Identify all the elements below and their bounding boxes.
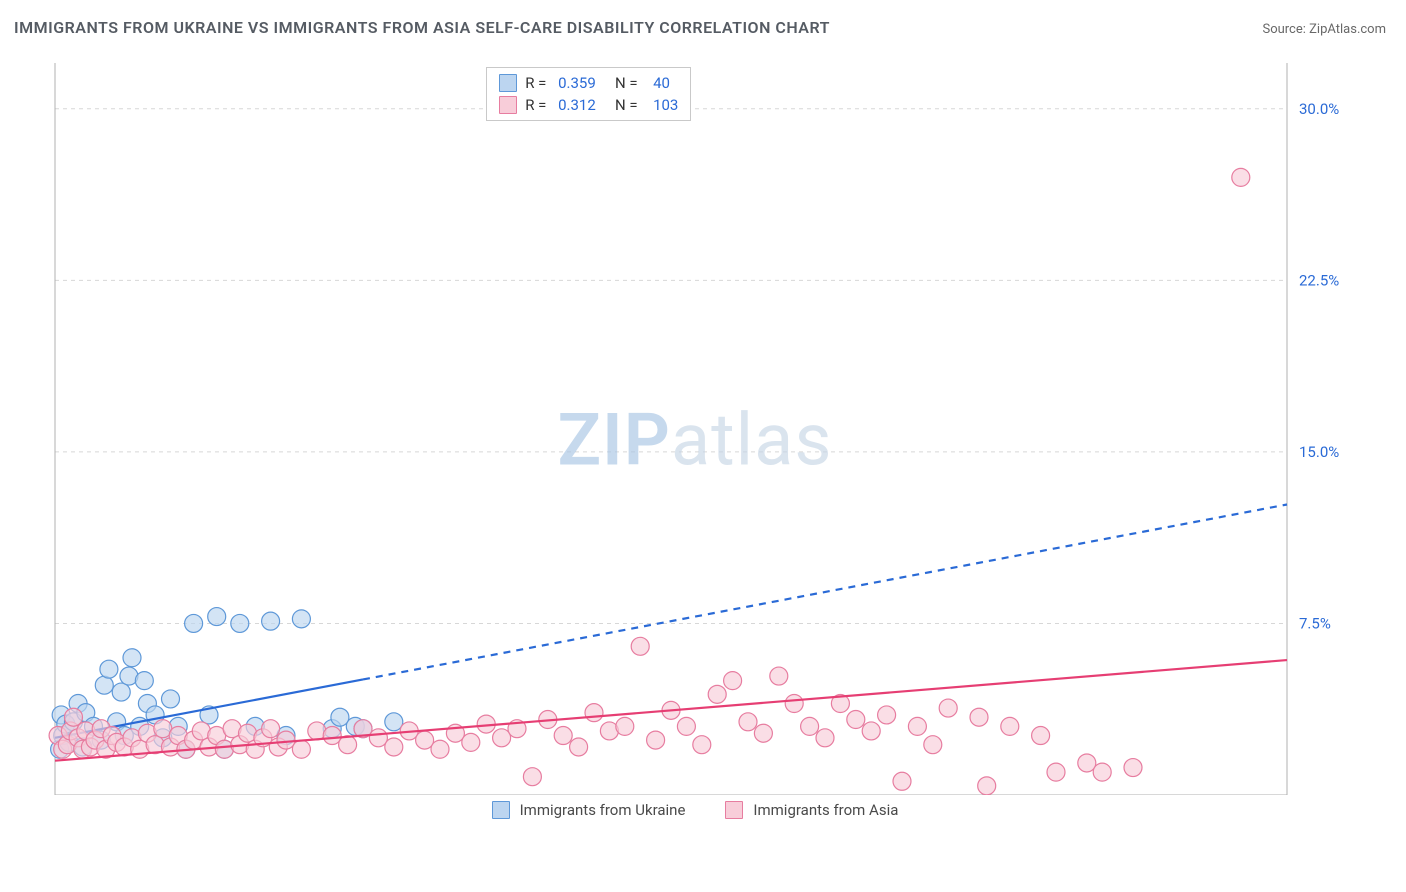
source-attribution: Source: ZipAtlas.com [1262, 22, 1386, 37]
data-point [924, 736, 942, 754]
data-point [739, 713, 757, 731]
data-point [208, 608, 226, 626]
data-point [292, 610, 310, 628]
data-point [262, 612, 280, 630]
data-point [1032, 727, 1050, 745]
stats-legend-row: R = 0.359 N = 40 [487, 72, 690, 94]
data-point [1232, 168, 1250, 186]
data-point [431, 740, 449, 758]
data-point [770, 667, 788, 685]
data-point [1047, 763, 1065, 781]
data-point [1124, 759, 1142, 777]
data-point [554, 727, 572, 745]
legend-swatch [499, 74, 517, 92]
stats-legend-row: R = 0.312 N = 103 [487, 94, 690, 116]
data-point [616, 717, 634, 735]
data-point [185, 614, 203, 632]
stats-legend: R = 0.359 N = 40R = 0.312 N = 103 [486, 67, 691, 121]
chart-svg: 7.5%15.0%22.5%30.0%0.0%80.0% [45, 55, 1345, 825]
data-point [231, 614, 249, 632]
data-point [785, 695, 803, 713]
legend-label: Immigrants from Asia [753, 801, 898, 819]
data-point [801, 717, 819, 735]
data-point [677, 717, 695, 735]
data-point [708, 685, 726, 703]
data-point [385, 738, 403, 756]
data-point [1093, 763, 1111, 781]
data-point [100, 660, 118, 678]
legend-swatch [499, 96, 517, 114]
legend-item: Immigrants from Ukraine [492, 801, 686, 819]
data-point [647, 731, 665, 749]
data-point [292, 740, 310, 758]
data-point [862, 722, 880, 740]
legend-label: Immigrants from Ukraine [520, 801, 686, 819]
data-point [724, 672, 742, 690]
data-point [816, 729, 834, 747]
chart-title: IMMIGRANTS FROM UKRAINE VS IMMIGRANTS FR… [14, 18, 830, 37]
data-point [112, 683, 130, 701]
data-point [693, 736, 711, 754]
data-point [135, 672, 153, 690]
data-point [908, 717, 926, 735]
y-tick-label: 7.5% [1299, 614, 1331, 632]
chart-plot-area: 7.5%15.0%22.5%30.0%0.0%80.0% ZIPatlas R … [45, 55, 1345, 825]
y-tick-label: 22.5% [1299, 271, 1339, 289]
legend-swatch [725, 801, 743, 819]
data-point [95, 676, 113, 694]
legend-item: Immigrants from Asia [725, 801, 898, 819]
data-point [523, 768, 541, 786]
y-tick-label: 30.0% [1299, 100, 1339, 118]
legend-swatch [492, 801, 510, 819]
data-point [462, 733, 480, 751]
series-legend: Immigrants from Ukraine Immigrants from A… [45, 795, 1345, 825]
data-point [939, 699, 957, 717]
data-point [162, 690, 180, 708]
data-point [570, 738, 588, 756]
data-point [847, 711, 865, 729]
data-point [585, 704, 603, 722]
data-point [970, 708, 988, 726]
y-tick-label: 15.0% [1299, 443, 1339, 461]
data-point [123, 649, 141, 667]
data-point [878, 706, 896, 724]
data-point [893, 772, 911, 790]
data-point [978, 777, 996, 795]
data-point [631, 637, 649, 655]
data-point [754, 724, 772, 742]
data-point [1001, 717, 1019, 735]
data-point [262, 720, 280, 738]
